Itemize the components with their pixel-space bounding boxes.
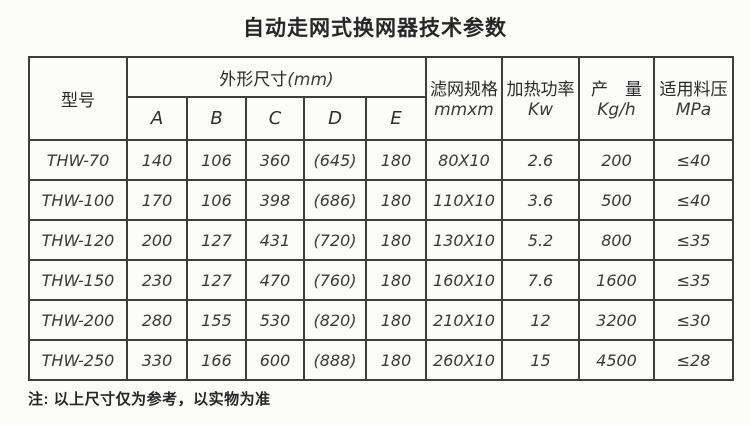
cell-dim-c: 530	[245, 299, 305, 341]
cell-dim-a: 170	[126, 179, 188, 221]
col-header-heating-power: 加热功率 Kw	[501, 56, 580, 141]
cell-filter-spec: 260X10	[425, 339, 503, 381]
cell-pressure: ≤30	[653, 299, 734, 341]
cell-dim-e: 180	[365, 179, 427, 221]
cell-model: THW-200	[28, 299, 128, 341]
cell-dim-a: 280	[126, 299, 188, 341]
cell-dim-d: (820)	[303, 299, 367, 341]
cell-filter-spec: 80X10	[425, 139, 503, 181]
cell-dim-a: 330	[126, 339, 188, 381]
cell-dim-d: (760)	[303, 259, 367, 301]
cell-dim-d: (686)	[303, 179, 367, 221]
cell-output: 500	[578, 179, 655, 221]
cell-output: 3200	[578, 299, 655, 341]
cell-dim-a: 230	[126, 259, 188, 301]
cell-filter-spec: 210X10	[425, 299, 503, 341]
table-row: THW-70 140 106 360 (645) 180 80X10 2.6 2…	[28, 139, 734, 181]
table-row: THW-250 330 166 600 (888) 180 260X10 15 …	[28, 339, 734, 381]
header-row-groups: 型号 外形尺寸(mm) 滤网规格 mmxm 加热功率 Kw 产 量 Kg/h 适用料压…	[28, 56, 734, 141]
dimensions-label: 外形尺寸	[219, 69, 288, 89]
cell-pressure: ≤40	[653, 139, 734, 181]
cell-model: THW-70	[28, 139, 128, 181]
cell-dim-c: 431	[245, 219, 305, 261]
cell-model: THW-250	[28, 339, 128, 381]
table-body: THW-70 140 106 360 (645) 180 80X10 2.6 2…	[28, 139, 734, 381]
footer-note: 注: 以上尺寸仅为参考，以实物为准	[28, 391, 271, 408]
table-header: 型号 外形尺寸(mm) 滤网规格 mmxm 加热功率 Kw 产 量 Kg/h 适用料压…	[28, 56, 734, 141]
cell-dim-c: 398	[245, 179, 305, 221]
table-row: THW-100 170 106 398 (686) 180 110X10 3.6…	[28, 179, 734, 221]
col-header-output: 产 量 Kg/h	[578, 56, 655, 141]
cell-dim-e: 180	[365, 339, 427, 381]
cell-dim-e: 180	[365, 299, 427, 341]
cell-dim-b: 127	[186, 219, 247, 261]
col-header-dim-e: E	[365, 96, 427, 141]
cell-dim-c: 360	[245, 139, 305, 181]
cell-model: THW-150	[28, 259, 128, 301]
col-header-dim-b: B	[186, 96, 247, 141]
col-header-model: 型号	[28, 56, 128, 141]
table-row: THW-200 280 155 530 (820) 180 210X10 12 …	[28, 299, 734, 341]
col-header-filter-spec: 滤网规格 mmxm	[425, 56, 503, 141]
cell-filter-spec: 130X10	[425, 219, 503, 261]
header-row-dimension-letters: A B C D E	[29, 96, 733, 141]
cell-dim-e: 180	[365, 259, 427, 301]
dimensions-unit: (mm)	[287, 69, 334, 90]
cell-model: THW-120	[28, 219, 128, 261]
cell-dim-b: 155	[186, 299, 247, 341]
cell-dim-d: (720)	[303, 219, 367, 261]
cell-pressure: ≤35	[653, 219, 734, 261]
col-header-pressure: 适用料压 MPa	[653, 56, 734, 141]
cell-pressure: ≤40	[653, 179, 734, 221]
col-header-dim-c: C	[245, 96, 305, 141]
cell-dim-a: 200	[126, 219, 188, 261]
cell-dim-b: 127	[186, 259, 247, 301]
page-title: 自动走网式换网器技术参数	[243, 17, 507, 40]
col-header-dim-a: A	[126, 96, 188, 141]
cell-heating-power: 12	[501, 299, 580, 341]
table-row: THW-150 230 127 470 (760) 180 160X10 7.6…	[28, 259, 734, 301]
cell-dim-e: 180	[365, 219, 427, 261]
table-row: THW-120 200 127 431 (720) 180 130X10 5.2…	[28, 219, 734, 261]
cell-heating-power: 5.2	[501, 219, 580, 261]
cell-dim-b: 166	[186, 339, 247, 381]
spec-table: 型号 外形尺寸(mm) 滤网规格 mmxm 加热功率 Kw 产 量 Kg/h 适用料压…	[28, 56, 734, 381]
cell-dim-a: 140	[126, 139, 188, 181]
cell-output: 200	[578, 139, 655, 181]
cell-dim-d: (645)	[303, 139, 367, 181]
cell-output: 800	[578, 219, 655, 261]
cell-heating-power: 2.6	[501, 139, 580, 181]
cell-filter-spec: 110X10	[425, 179, 503, 221]
col-header-dim-d: D	[303, 96, 367, 141]
cell-dim-c: 600	[245, 339, 305, 381]
cell-pressure: ≤28	[653, 339, 734, 381]
cell-dim-b: 106	[186, 179, 247, 221]
cell-dim-c: 470	[245, 259, 305, 301]
cell-dim-e: 180	[365, 139, 427, 181]
cell-heating-power: 15	[501, 339, 580, 381]
cell-output: 4500	[578, 339, 655, 381]
cell-output: 1600	[578, 259, 655, 301]
cell-heating-power: 3.6	[501, 179, 580, 221]
cell-filter-spec: 160X10	[425, 259, 503, 301]
col-header-dimensions-group: 外形尺寸(mm)	[126, 56, 427, 98]
cell-heating-power: 7.6	[501, 259, 580, 301]
cell-dim-d: (888)	[303, 339, 367, 381]
cell-pressure: ≤35	[653, 259, 734, 301]
cell-dim-b: 106	[186, 139, 247, 181]
cell-model: THW-100	[28, 179, 128, 221]
